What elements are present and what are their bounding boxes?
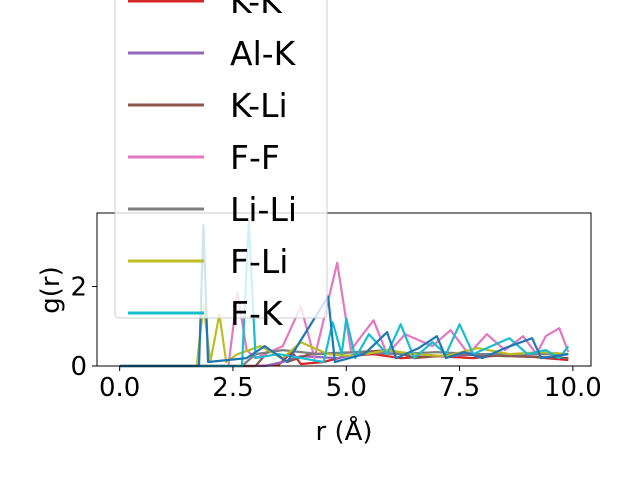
legend-label-al-k: Al-K bbox=[230, 34, 297, 73]
x-tick-label: 10.0 bbox=[544, 373, 602, 403]
x-tick-label: 7.5 bbox=[439, 373, 480, 403]
plot-frame bbox=[96, 212, 592, 367]
legend-label-k-k: K-K bbox=[230, 0, 283, 21]
legend-label-k-li: K-Li bbox=[230, 86, 288, 125]
x-axis: 0.0 2.5 5.0 7.5 10.0 bbox=[99, 366, 602, 403]
x-tick-label: 0.0 bbox=[99, 373, 140, 403]
legend-box bbox=[114, 0, 328, 319]
legend: K-K Al-K K-Li F-F Li-Li F-Li F-K bbox=[114, 0, 328, 333]
legend-label-f-k: F-K bbox=[230, 294, 284, 333]
legend-label-f-f: F-F bbox=[230, 138, 280, 177]
series-line-unlabeled-7 bbox=[119, 223, 569, 368]
legend-label-li-li: Li-Li bbox=[230, 190, 297, 229]
y-axis: 02 bbox=[70, 273, 97, 382]
y-axis-label: g(r) bbox=[36, 266, 66, 313]
x-tick-label: 2.5 bbox=[212, 373, 253, 403]
y-tick-label: 2 bbox=[70, 273, 87, 303]
x-tick-label: 5.0 bbox=[326, 373, 367, 403]
legend-label-f-li: F-Li bbox=[230, 242, 288, 281]
series-line-f-k bbox=[119, 219, 570, 368]
x-axis-label: r (Å) bbox=[315, 415, 372, 447]
y-tick-label: 0 bbox=[70, 352, 87, 382]
